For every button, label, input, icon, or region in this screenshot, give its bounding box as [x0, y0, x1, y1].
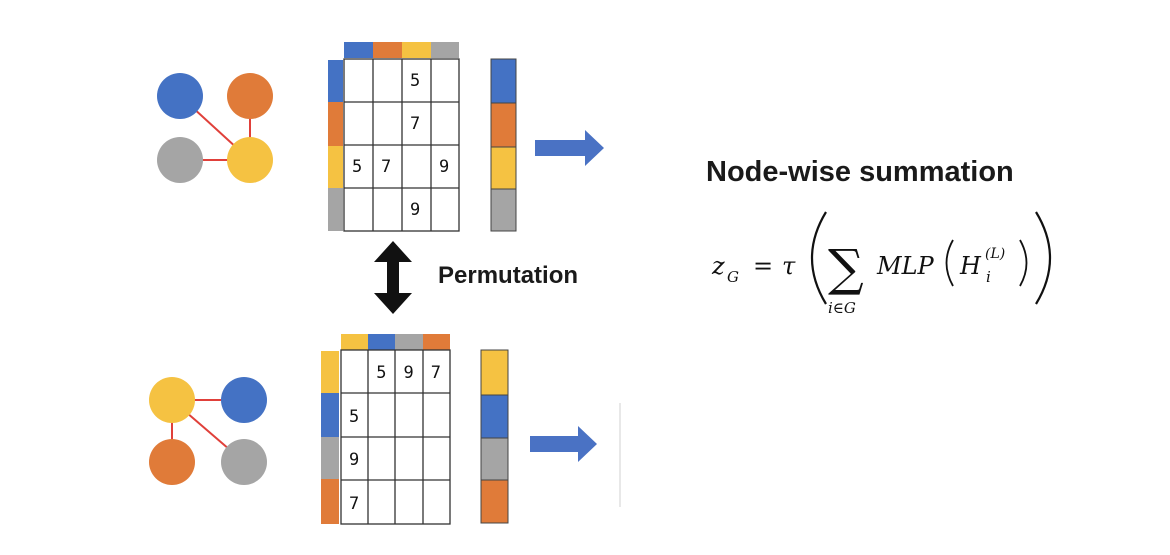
top-node-4 [227, 137, 273, 183]
bottom-vec-4 [480, 479, 509, 524]
top-feature-vector [490, 58, 517, 232]
formula-lhs: z [711, 252, 725, 280]
bottom-cell-0-3: 7 [431, 363, 441, 383]
formula-tau: τ [782, 252, 796, 280]
formula-left-paren [811, 211, 827, 305]
permutation-label: Permutation [438, 262, 579, 289]
bottom-col-color-2 [368, 334, 395, 350]
top-vec-4 [490, 188, 517, 232]
top-col-color-4 [431, 42, 459, 58]
top-vec-1 [490, 58, 517, 104]
formula-h: H [959, 252, 982, 280]
top-node-1 [157, 73, 203, 119]
formula-h-sub: i [986, 268, 991, 286]
top-vec-2 [490, 102, 517, 148]
permutation-double-arrow [374, 241, 412, 314]
bottom-graph [149, 377, 267, 485]
top-vec-3 [490, 146, 517, 190]
top-cell-2-3: 9 [439, 157, 449, 177]
top-graph [157, 73, 273, 183]
formula-right-paren [1035, 211, 1051, 305]
bottom-row-color-4 [321, 479, 339, 524]
top-cell-3-2: 9 [410, 200, 420, 220]
bottom-cell-0-1: 5 [376, 363, 386, 383]
bottom-row-color-3 [321, 437, 339, 479]
bottom-cell-0-2: 9 [404, 363, 414, 383]
bottom-cell-3-0: 7 [349, 494, 359, 514]
bottom-vec-1 [480, 349, 509, 396]
top-row-color-2 [328, 102, 343, 146]
formula-sum-sign: ∑ [828, 239, 864, 297]
top-cell-1-2: 7 [410, 114, 420, 134]
formula-inner-left-paren [945, 239, 954, 287]
bottom-col-color-1 [341, 334, 368, 350]
formula-lhs-sub: G [727, 268, 739, 286]
bottom-col-color-4 [423, 334, 450, 350]
bottom-row-color-2 [321, 393, 339, 437]
bottom-col-color-3 [395, 334, 423, 350]
bottom-node-1 [149, 377, 195, 423]
node-wise-summation-heading: Node-wise summation [706, 156, 1014, 188]
formula-sum-sub: i∈G [828, 299, 856, 317]
top-matrix: 575 7 99 [328, 42, 460, 232]
top-node-2 [227, 73, 273, 119]
top-col-color-3 [402, 42, 431, 58]
top-row-color-4 [328, 188, 343, 231]
top-row-color-3 [328, 146, 343, 188]
bottom-feature-vector [480, 349, 509, 524]
formula-inner-right-paren [1019, 239, 1028, 287]
bottom-node-4 [221, 439, 267, 485]
top-col-color-1 [344, 42, 373, 58]
bottom-right-arrow [530, 426, 597, 462]
bottom-cell-2-0: 9 [349, 450, 359, 470]
top-row-color-1 [328, 60, 343, 102]
formula-equals: = [753, 252, 773, 280]
top-cell-2-0: 5 [352, 157, 362, 177]
top-cell-0-2: 5 [410, 71, 420, 91]
top-node-3 [157, 137, 203, 183]
top-cell-2-1: 7 [381, 157, 391, 177]
bottom-row-color-1 [321, 351, 339, 393]
top-col-color-2 [373, 42, 402, 58]
formula-mlp: MLP [876, 252, 935, 280]
bottom-node-3 [149, 439, 195, 485]
bottom-node-2 [221, 377, 267, 423]
formula: z G = τ ∑ i∈G MLP H (L) i [711, 211, 1051, 317]
bottom-vec-2 [480, 394, 509, 439]
top-right-arrow [535, 130, 604, 166]
bottom-vec-3 [480, 437, 509, 481]
bottom-cell-1-0: 5 [349, 407, 359, 427]
formula-h-sup: (L) [985, 246, 1005, 262]
